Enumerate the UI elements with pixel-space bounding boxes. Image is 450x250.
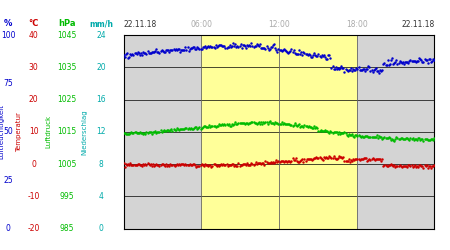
Text: 4: 4	[99, 192, 104, 201]
Text: -20: -20	[27, 224, 40, 233]
Text: 995: 995	[59, 192, 74, 201]
Text: hPa: hPa	[58, 19, 75, 28]
Text: 50: 50	[3, 127, 13, 136]
Text: 100: 100	[1, 30, 15, 40]
Text: 16: 16	[96, 95, 106, 104]
Text: Temperatur: Temperatur	[16, 112, 22, 152]
Text: 1045: 1045	[57, 30, 76, 40]
Text: 20: 20	[96, 63, 106, 72]
Text: 25: 25	[3, 176, 13, 185]
Text: 0: 0	[99, 224, 104, 233]
Text: 20: 20	[29, 95, 39, 104]
Text: 22.11.18: 22.11.18	[124, 20, 157, 28]
Text: 985: 985	[59, 224, 74, 233]
Text: 12: 12	[96, 127, 106, 136]
Text: 8: 8	[99, 160, 104, 169]
Bar	[202, 35, 356, 229]
Text: mm/h: mm/h	[89, 19, 113, 28]
Text: %: %	[4, 19, 12, 28]
Text: 75: 75	[3, 79, 13, 88]
Text: 0: 0	[6, 224, 10, 233]
Text: 1015: 1015	[57, 127, 76, 136]
Text: Luftfeuchtigkeit: Luftfeuchtigkeit	[0, 104, 4, 160]
Text: 24: 24	[96, 30, 106, 40]
Text: -10: -10	[27, 192, 40, 201]
Text: 18:00: 18:00	[346, 20, 368, 28]
Text: 10: 10	[29, 127, 39, 136]
Text: 22.11.18: 22.11.18	[401, 20, 434, 28]
Text: Niederschlag: Niederschlag	[81, 109, 88, 155]
Text: 12:00: 12:00	[268, 20, 290, 28]
Text: Luftdruck: Luftdruck	[45, 115, 52, 148]
Text: 06:00: 06:00	[190, 20, 212, 28]
Text: 1005: 1005	[57, 160, 76, 169]
Text: 30: 30	[29, 63, 39, 72]
Text: 1035: 1035	[57, 63, 76, 72]
Text: 40: 40	[29, 30, 39, 40]
Text: 1025: 1025	[57, 95, 76, 104]
Text: °C: °C	[28, 19, 39, 28]
Text: 0: 0	[32, 160, 36, 169]
